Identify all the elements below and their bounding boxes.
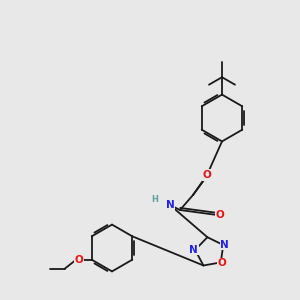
Text: O: O <box>202 170 211 180</box>
Text: N: N <box>220 240 229 250</box>
Text: O: O <box>218 258 227 268</box>
Text: O: O <box>75 255 83 265</box>
Text: H: H <box>152 196 158 205</box>
Text: N: N <box>189 245 198 255</box>
Text: N: N <box>166 200 174 210</box>
Text: O: O <box>215 210 224 220</box>
